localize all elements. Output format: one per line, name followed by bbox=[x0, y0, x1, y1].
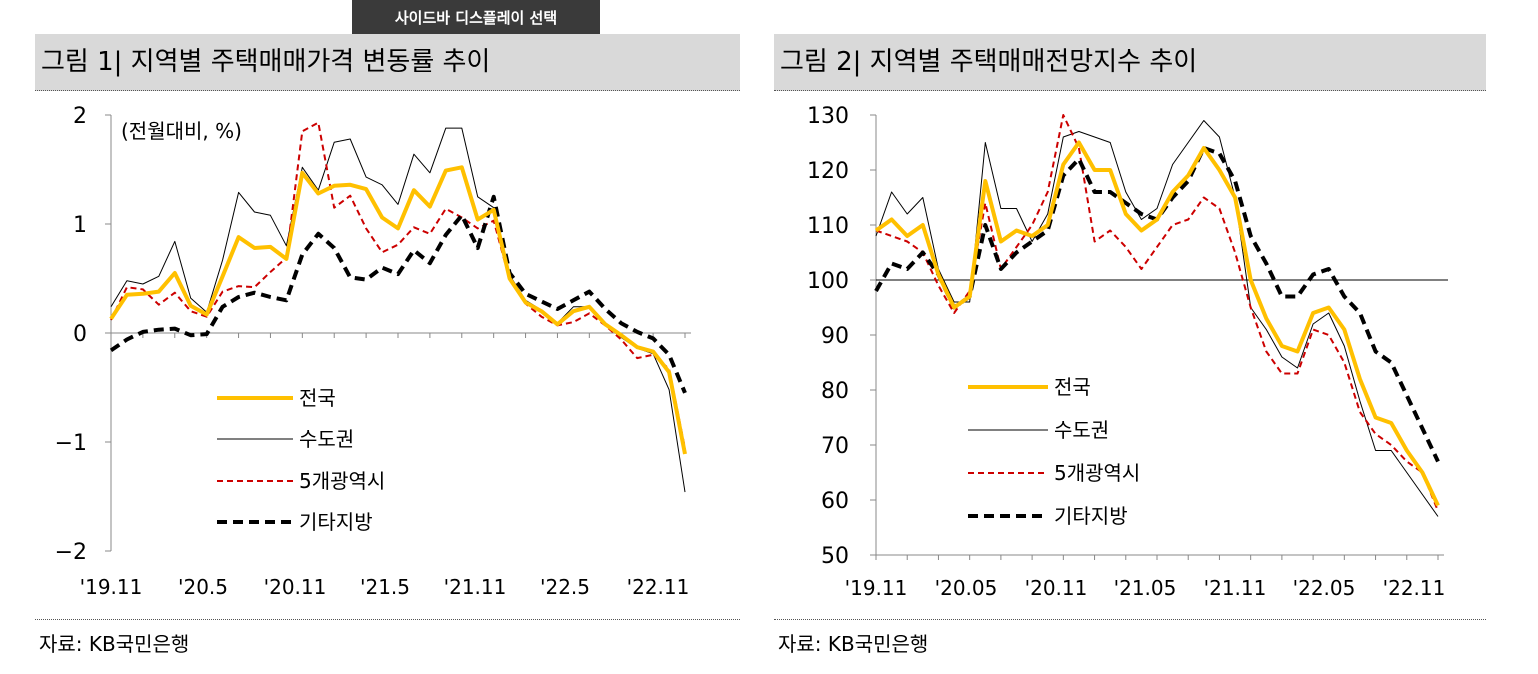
legend-label-0: 전국 bbox=[1054, 375, 1091, 399]
series-line-3 bbox=[109, 194, 687, 394]
sidebar-display-select-tooltip[interactable]: 사이드바 디스플레이 선택 bbox=[352, 0, 600, 34]
x-tick-label: '22.11 bbox=[627, 575, 690, 599]
x-tick-label: '20.5 bbox=[178, 575, 228, 599]
legend-label-0: 전국 bbox=[299, 386, 336, 410]
x-tick-label: '19.11 bbox=[80, 575, 143, 599]
x-tick-label: '20.11 bbox=[264, 575, 327, 599]
y-tick-label: 60 bbox=[821, 489, 849, 514]
x-tick-label: '20.05 bbox=[935, 576, 998, 600]
x-tick-label: '22.5 bbox=[540, 575, 590, 599]
y-tick-label: 2 bbox=[73, 104, 87, 129]
figure-2-panel: 그림 2| 지역별 주택매매전망지수 추이 130 120 110 100 90 80 70… bbox=[774, 34, 1486, 657]
x-tick-label: '21.05 bbox=[1114, 576, 1177, 600]
x-tick-label: '22.05 bbox=[1293, 576, 1356, 600]
figure-2-source: 자료: KB국민은행 bbox=[778, 632, 929, 656]
x-tick-label: '22.11 bbox=[1383, 576, 1446, 600]
series-line-1 bbox=[875, 120, 1439, 517]
x-tick-label: '20.11 bbox=[1025, 576, 1088, 600]
series-line-2 bbox=[875, 114, 1439, 512]
x-tick-label: '19.11 bbox=[845, 576, 908, 600]
y-tick-label: 90 bbox=[821, 324, 849, 349]
y-tick-label: 120 bbox=[807, 159, 849, 184]
y-tick-label: −2 bbox=[55, 540, 87, 565]
y-tick-label: 0 bbox=[73, 322, 87, 347]
figure-2-chart: 130 120 110 100 90 80 70 60 50 '19.11 '20.05 '20.11… bbox=[774, 91, 1486, 620]
y-tick-label: 80 bbox=[821, 379, 849, 404]
figure-1-source: 자료: KB국민은행 bbox=[39, 632, 190, 656]
x-tick-label: '21.11 bbox=[444, 575, 507, 599]
y-tick-label: −1 bbox=[55, 431, 87, 456]
legend-label-2: 5개광역시 bbox=[1054, 461, 1140, 485]
y-tick-label: 50 bbox=[821, 544, 849, 569]
figure-1-svg: 2 1 0 −1 −2 '19.11 '20.5 '20.11 '21.5 '21.11 '22.5… bbox=[55, 104, 691, 599]
legend-label-1: 수도권 bbox=[299, 427, 354, 451]
y-tick-label: 70 bbox=[821, 434, 849, 459]
x-tick-label: '21.11 bbox=[1204, 576, 1267, 600]
y-tick-label: 130 bbox=[807, 104, 849, 129]
figure-1-panel: 그림 1| 지역별 주택매매가격 변동률 추이 2 1 0 −1 −2 '19.11 '20… bbox=[35, 34, 740, 657]
legend-label-1: 수도권 bbox=[1054, 418, 1109, 442]
y-tick-label: 1 bbox=[73, 213, 87, 238]
figure-1-title: 그림 1| 지역별 주택매매가격 변동률 추이 bbox=[35, 34, 740, 91]
series-line-0 bbox=[109, 165, 687, 455]
figure-2-title: 그림 2| 지역별 주택매매전망지수 추이 bbox=[774, 34, 1486, 91]
legend-label-3: 기타지방 bbox=[299, 510, 373, 534]
figure-2-svg: 130 120 110 100 90 80 70 60 50 '19.11 '20.05 '20.11… bbox=[807, 104, 1448, 600]
y-tick-label: 110 bbox=[807, 214, 849, 239]
x-tick-label: '21.5 bbox=[360, 575, 410, 599]
figure-1-chart: 2 1 0 −1 −2 '19.11 '20.5 '20.11 '21.5 '21.11 '22.5… bbox=[35, 91, 740, 620]
legend-label-2: 5개광역시 bbox=[299, 469, 385, 493]
series-line-0 bbox=[874, 140, 1440, 507]
unit-note: (전월대비, %) bbox=[121, 119, 242, 143]
y-tick-label: 100 bbox=[807, 269, 849, 294]
legend-label-3: 기타지방 bbox=[1054, 504, 1128, 528]
series-line-2 bbox=[110, 121, 686, 449]
